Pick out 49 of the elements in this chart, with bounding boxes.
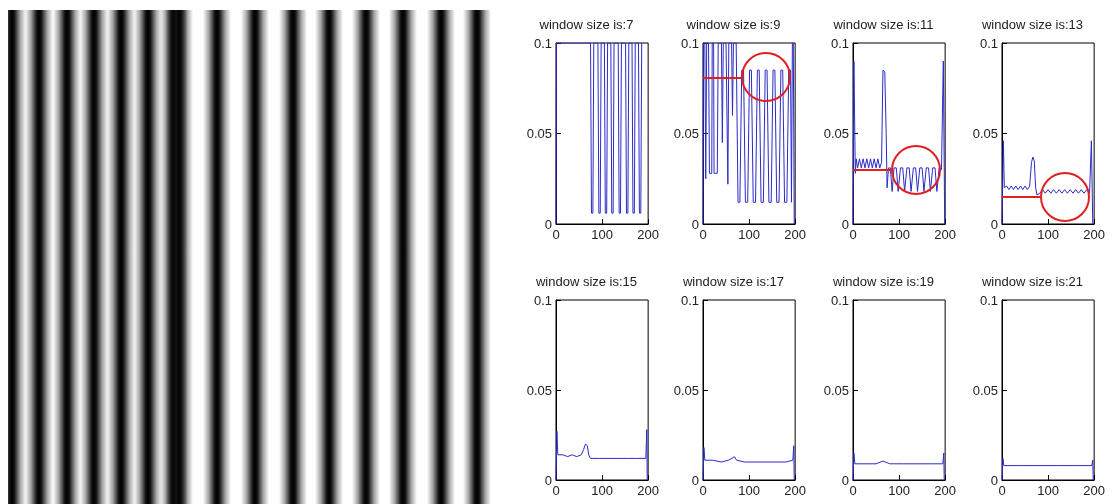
- x-tick-label: 100: [738, 483, 760, 498]
- x-tick-label: 200: [934, 227, 957, 242]
- chart-title: window size is:7: [538, 17, 634, 32]
- y-tick-label: 0.1: [680, 292, 699, 308]
- x-tick-label: 100: [1037, 483, 1059, 498]
- x-tick-label: 200: [784, 227, 807, 242]
- y-tick-label: 0: [841, 216, 849, 232]
- y-tick-label: 0.1: [533, 292, 552, 308]
- x-tick-label: 200: [637, 483, 660, 498]
- y-tick-label: 0.05: [673, 126, 699, 141]
- x-tick-label: 200: [784, 483, 807, 498]
- x-tick-label: 200: [1083, 227, 1106, 242]
- x-tick-label: 100: [1037, 227, 1059, 242]
- x-tick-label: 200: [934, 483, 957, 498]
- line-series: [702, 42, 795, 225]
- x-tick-label: 200: [1083, 483, 1106, 498]
- y-tick-label: 0: [544, 216, 552, 232]
- x-tick-label: 100: [591, 483, 613, 498]
- y-tick-label: 0: [544, 472, 552, 488]
- y-tick-label: 0: [990, 472, 998, 488]
- chart-title: window size is:21: [980, 274, 1084, 289]
- y-tick-label: 0: [691, 216, 699, 232]
- y-tick-label: 0.1: [830, 35, 849, 51]
- chart-title: window size is:19: [831, 274, 935, 289]
- x-tick-label: 100: [888, 483, 910, 498]
- y-tick-label: 0.05: [823, 382, 849, 398]
- y-tick-label: 0: [990, 216, 998, 232]
- y-tick-label: 0: [691, 472, 699, 488]
- y-tick-label: 0: [841, 472, 849, 488]
- x-tick-label: 100: [888, 227, 910, 242]
- y-tick-label: 0.05: [673, 382, 699, 398]
- x-tick-label: 200: [637, 227, 660, 242]
- y-tick-label: 0.05: [823, 126, 849, 141]
- y-tick-label: 0.1: [830, 292, 849, 308]
- y-tick-label: 0.1: [979, 292, 998, 308]
- y-tick-label: 0.05: [526, 126, 552, 141]
- chart-title: window size is:15: [534, 274, 638, 289]
- y-tick-label: 0.1: [979, 35, 998, 51]
- y-tick-label: 0.1: [680, 35, 699, 51]
- chart-title: window size is:11: [832, 17, 934, 32]
- chart-title: window size is:13: [980, 17, 1084, 32]
- y-tick-label: 0.05: [526, 382, 552, 398]
- chart-title: window size is:9: [685, 17, 781, 32]
- y-tick-label: 0.05: [972, 382, 998, 398]
- x-tick-label: 100: [738, 227, 760, 242]
- chart-title: window size is:17: [681, 274, 785, 289]
- x-tick-label: 100: [591, 227, 613, 242]
- y-tick-label: 0.1: [533, 35, 552, 51]
- y-tick-label: 0.05: [972, 126, 998, 141]
